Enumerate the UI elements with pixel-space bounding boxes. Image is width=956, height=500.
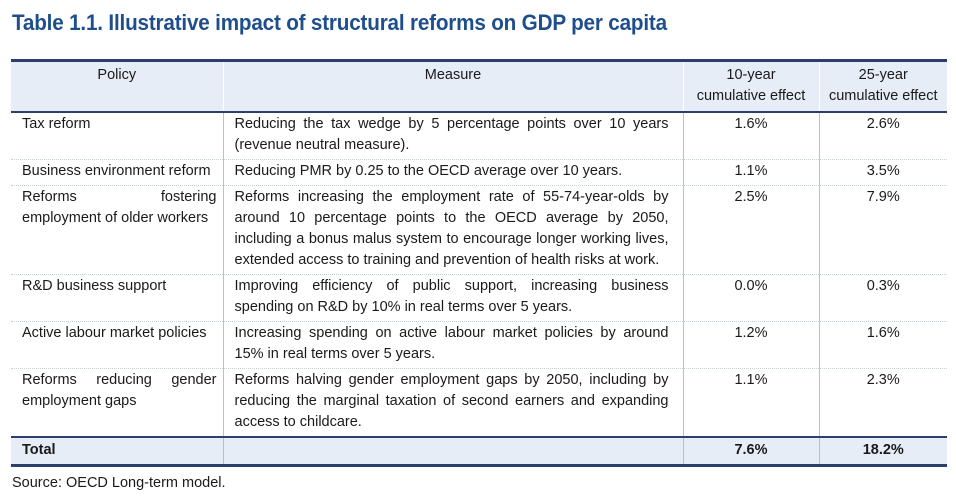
policy-cell: R&D business support [11, 274, 223, 322]
table-row: Business environment reform Reducing PMR… [11, 159, 947, 186]
policy-text: R&D business support [22, 278, 167, 294]
header-25-year-line2: cumulative effect [828, 88, 938, 104]
policy-cell: Business environment reform [11, 159, 223, 186]
header-25-year-line1: 25-year [858, 67, 908, 83]
policy-text: Active labour market policies [22, 325, 207, 341]
measure-cell: Improving efficiency of public support, … [222, 274, 684, 322]
header-10-year-line2: cumulative effect [696, 88, 806, 104]
source-note: Source: OECD Long-term model. [12, 475, 226, 491]
table-row: Active labour market policies Increasing… [11, 321, 947, 369]
total-twentyfive-year: 18.2% [819, 436, 947, 467]
policy-text: Business environment reform [22, 163, 211, 179]
ten-year-cell: 2.5% [683, 185, 820, 275]
table-header-row: Policy Measure 10-year cumulative effect… [11, 59, 947, 113]
table-row: Reforms reducing gender employment gaps … [11, 368, 947, 438]
header-measure: Measure [222, 59, 683, 113]
twentyfive-year-cell: 2.6% [819, 112, 947, 160]
measure-cell: Reforms increasing the employment rate o… [222, 185, 684, 275]
policy-cell: Active labour market policies [11, 321, 223, 369]
measure-cell: Reducing the tax wedge by 5 percentage p… [222, 112, 684, 160]
total-ten-year: 7.6% [683, 436, 820, 467]
policy-cell: Reforms reducing gender employment gaps [11, 368, 223, 438]
total-measure-cell [222, 436, 684, 467]
policy-text-line2: employment gaps [22, 393, 137, 409]
twentyfive-year-cell: 7.9% [819, 185, 947, 275]
policy-text-line2: employment of older workers [22, 210, 209, 226]
total-label: Total [11, 436, 223, 467]
policy-cell: Tax reform [11, 112, 223, 160]
table-row: R&D business support Improving efficienc… [11, 274, 947, 322]
policy-text-line1: Reforms fostering [22, 189, 217, 205]
twentyfive-year-cell: 3.5% [819, 159, 947, 186]
total-row: Total 7.6% 18.2% [11, 436, 947, 467]
table-row: Tax reform Reducing the tax wedge by 5 p… [11, 112, 947, 160]
table-title: Table 1.1. Illustrative impact of struct… [12, 10, 667, 35]
ten-year-cell: 1.1% [683, 368, 820, 438]
ten-year-cell: 0.0% [683, 274, 820, 322]
policy-text-line1: Reforms reducing gender [22, 372, 217, 388]
measure-cell: Reforms halving gender employment gaps b… [222, 368, 684, 438]
header-policy: Policy [11, 59, 223, 113]
policy-cell: Reforms fostering employment of older wo… [11, 185, 223, 275]
measure-cell: Increasing spending on active labour mar… [222, 321, 684, 369]
twentyfive-year-cell: 0.3% [819, 274, 947, 322]
header-10-year-line1: 10-year [726, 67, 776, 83]
ten-year-cell: 1.1% [683, 159, 820, 186]
reforms-table: Policy Measure 10-year cumulative effect… [11, 59, 947, 467]
policy-text: Tax reform [22, 116, 91, 132]
ten-year-cell: 1.2% [683, 321, 820, 369]
twentyfive-year-cell: 1.6% [819, 321, 947, 369]
header-10-year: 10-year cumulative effect [682, 59, 819, 113]
header-25-year: 25-year cumulative effect [818, 59, 947, 113]
measure-cell: Reducing PMR by 0.25 to the OECD average… [222, 159, 684, 186]
table-row: Reforms fostering employment of older wo… [11, 185, 947, 275]
twentyfive-year-cell: 2.3% [819, 368, 947, 438]
ten-year-cell: 1.6% [683, 112, 820, 160]
